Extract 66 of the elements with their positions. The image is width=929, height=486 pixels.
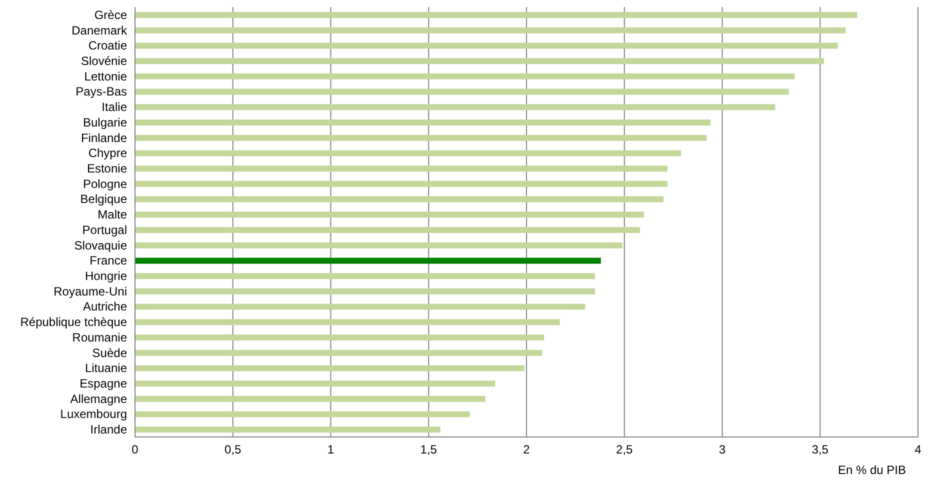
- y-tick-label: Autriche: [82, 300, 128, 314]
- bar: [135, 334, 544, 340]
- y-tick-label: Chypre: [88, 146, 128, 160]
- bar: [135, 212, 644, 218]
- y-tick-label: Belgique: [80, 192, 128, 206]
- bar: [135, 73, 795, 80]
- x-tick-label: 2: [523, 442, 530, 457]
- bar: [135, 319, 560, 326]
- bar: [135, 88, 789, 95]
- y-tick-label: Portugal: [82, 222, 127, 237]
- y-tick-label: Espagne: [80, 376, 128, 391]
- bar: [135, 180, 668, 187]
- bar: [135, 426, 440, 433]
- bar: [135, 27, 846, 34]
- y-tick-label: Royaume-Uni: [54, 284, 127, 298]
- y-tick-label: Danemark: [72, 23, 128, 38]
- x-axis-title: En % du PIB: [838, 463, 906, 477]
- y-tick-label: Pologne: [82, 176, 128, 191]
- bar: [135, 150, 682, 156]
- y-tick-label: Allemagne: [70, 392, 128, 406]
- x-tick-label: 4: [914, 442, 922, 457]
- bar: [135, 273, 596, 280]
- y-tick-label: République tchèque: [20, 315, 128, 330]
- x-tick-label: 3: [718, 442, 726, 457]
- x-tick-label: 1: [327, 442, 334, 457]
- bar: [135, 258, 601, 264]
- bar: [135, 411, 470, 418]
- y-tick-label: Roumanie: [72, 330, 128, 344]
- y-tick-label: Bulgarie: [82, 115, 128, 130]
- bar: [135, 304, 586, 310]
- y-tick-label: Luxembourg: [60, 407, 127, 422]
- y-tick-label: Grèce: [94, 8, 128, 22]
- bar: [135, 396, 486, 402]
- y-tick-label: Lettonie: [84, 69, 128, 84]
- y-tick-label: Malte: [98, 208, 128, 222]
- y-tick-label: Croatie: [88, 38, 128, 53]
- bar: [135, 227, 640, 233]
- y-tick-label: Suède: [92, 346, 128, 360]
- x-tick-label: 0,5: [224, 442, 242, 457]
- bar: [135, 58, 824, 64]
- bar: [135, 42, 838, 49]
- y-tick-label: Slovaquie: [74, 238, 128, 252]
- x-tick-label: 2,5: [616, 442, 634, 457]
- y-tick-label: Irlande: [90, 422, 128, 437]
- y-tick-label: Estonie: [86, 162, 128, 176]
- bar: [135, 242, 622, 248]
- bar: [135, 350, 542, 356]
- x-tick-label: 1,5: [420, 442, 438, 457]
- bar: [135, 12, 858, 18]
- y-tick-label: Lituanie: [84, 361, 128, 376]
- bar: [135, 120, 711, 126]
- bar: [135, 380, 496, 387]
- bar: [135, 365, 525, 372]
- x-tick-label: 3,5: [812, 442, 829, 457]
- x-tick-label: 0: [132, 442, 139, 457]
- bar: [135, 166, 668, 172]
- y-tick-label: Italie: [102, 100, 128, 114]
- y-tick-label: France: [90, 254, 128, 268]
- y-tick-label: Hongrie: [84, 269, 128, 284]
- y-tick-label: Slovénie: [80, 54, 128, 68]
- y-tick-label: Pays-Bas: [76, 84, 127, 99]
- y-tick-label: Finlande: [80, 130, 128, 145]
- bar: [135, 196, 664, 202]
- bar: [135, 104, 776, 110]
- bar: [135, 288, 596, 294]
- bar: [135, 134, 707, 141]
